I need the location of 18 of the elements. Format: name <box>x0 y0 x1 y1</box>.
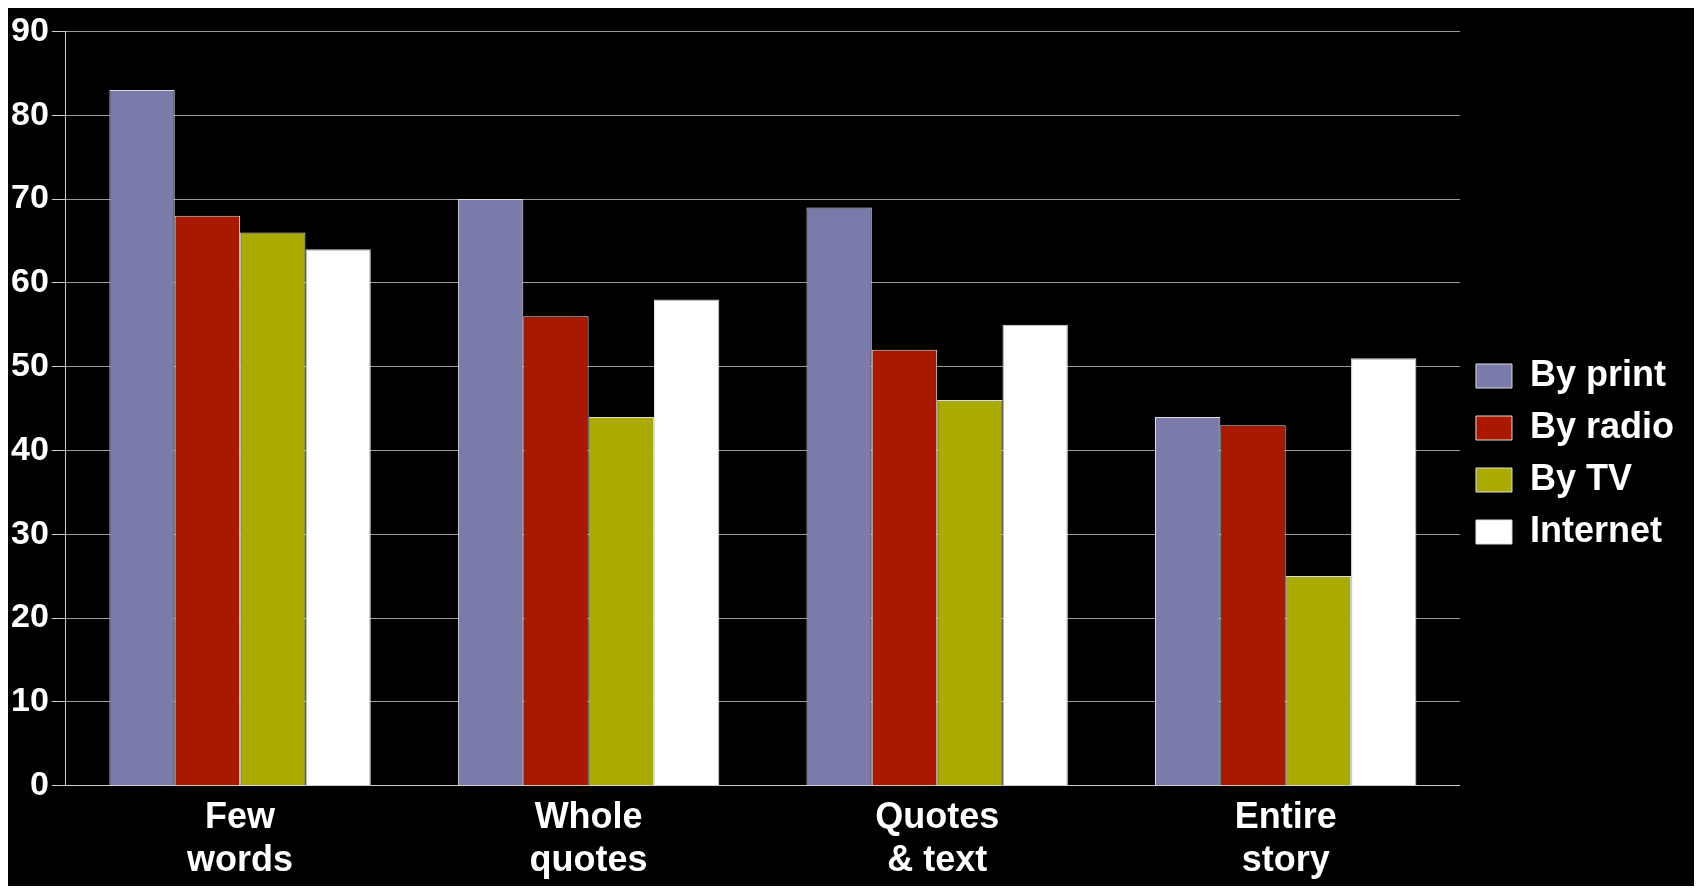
y-tick-label: 30 <box>10 512 49 551</box>
y-tick-label: 80 <box>10 93 49 132</box>
legend-label: By radio <box>1529 404 1675 446</box>
legend-label: Internet <box>1529 508 1662 550</box>
x-tick-label: Quotes & text <box>875 795 1000 880</box>
y-tick-label: 70 <box>10 177 49 216</box>
y-tick-label: 90 <box>10 9 49 48</box>
y-tick-label: 10 <box>10 680 49 719</box>
x-tick-label: Entire story <box>1234 795 1337 880</box>
x-tick-label: Few words <box>186 795 294 880</box>
y-tick-label: 20 <box>10 596 49 635</box>
y-tick-label: 50 <box>10 344 49 383</box>
y-tick-label: 40 <box>10 428 49 467</box>
x-tick-label: Whole quotes <box>529 795 648 880</box>
legend-label: By print <box>1529 352 1666 394</box>
legend-label: By TV <box>1529 456 1632 498</box>
y-tick-label: 60 <box>10 261 49 300</box>
y-tick-label: 0 <box>29 763 49 802</box>
